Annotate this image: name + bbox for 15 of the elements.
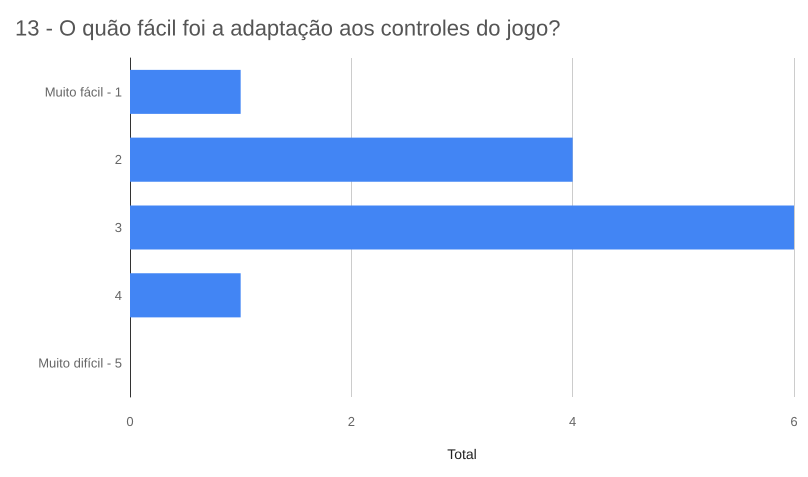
x-axis-title: Total: [447, 446, 477, 462]
y-tick-label: Muito difícil - 5: [38, 356, 122, 371]
y-tick-label: 2: [114, 152, 122, 168]
bar: [130, 70, 241, 114]
bar: [130, 138, 573, 182]
bar: [130, 205, 794, 250]
x-tick-label: 2: [348, 414, 355, 429]
bar: [130, 273, 241, 318]
y-tick-label: 3: [114, 220, 122, 235]
y-tick-label: 4: [114, 288, 122, 303]
chart-title: 13 - O quão fácil foi a adaptação aos controles do jogo?: [15, 16, 560, 40]
x-tick-label: 4: [569, 414, 576, 429]
y-tick-label: Muito fácil - 1: [44, 84, 122, 100]
x-tick-label: 0: [126, 414, 134, 429]
x-tick-label: 6: [790, 414, 798, 429]
